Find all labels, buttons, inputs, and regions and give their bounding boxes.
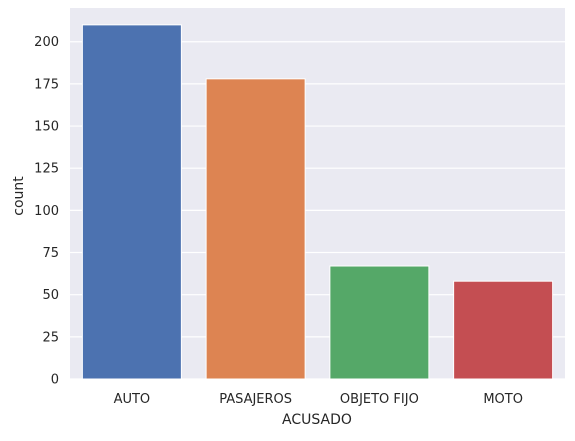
- y-tick-label: 175: [34, 77, 59, 92]
- x-tick-label: OBJETO FIJO: [340, 392, 419, 407]
- y-tick-label: 200: [34, 35, 59, 50]
- x-tick-label: PASAJEROS: [219, 392, 292, 407]
- bar-moto: [453, 280, 554, 380]
- y-tick-label: 75: [42, 246, 59, 261]
- y-tick-label: 150: [34, 120, 59, 135]
- x-tick-labels: AUTO PASAJEROS OBJETO FIJO MOTO: [114, 392, 523, 407]
- bars: [81, 24, 554, 380]
- bar-auto: [81, 24, 182, 380]
- y-tick-label: 50: [42, 288, 59, 303]
- y-tick-label: 125: [34, 162, 59, 177]
- x-tick-label: MOTO: [483, 392, 523, 407]
- bar-objeto-fijo: [329, 265, 430, 380]
- x-axis-label: ACUSADO: [282, 412, 352, 428]
- y-tick-label: 25: [42, 330, 59, 345]
- y-tick-label: 0: [51, 373, 59, 388]
- x-tick-label: AUTO: [114, 392, 151, 407]
- y-tick-labels: 0 25 50 75 100 125 150 175 200: [34, 35, 59, 387]
- y-axis-label: count: [11, 176, 27, 216]
- bar-pasajeros: [205, 78, 306, 380]
- y-tick-label: 100: [34, 204, 59, 219]
